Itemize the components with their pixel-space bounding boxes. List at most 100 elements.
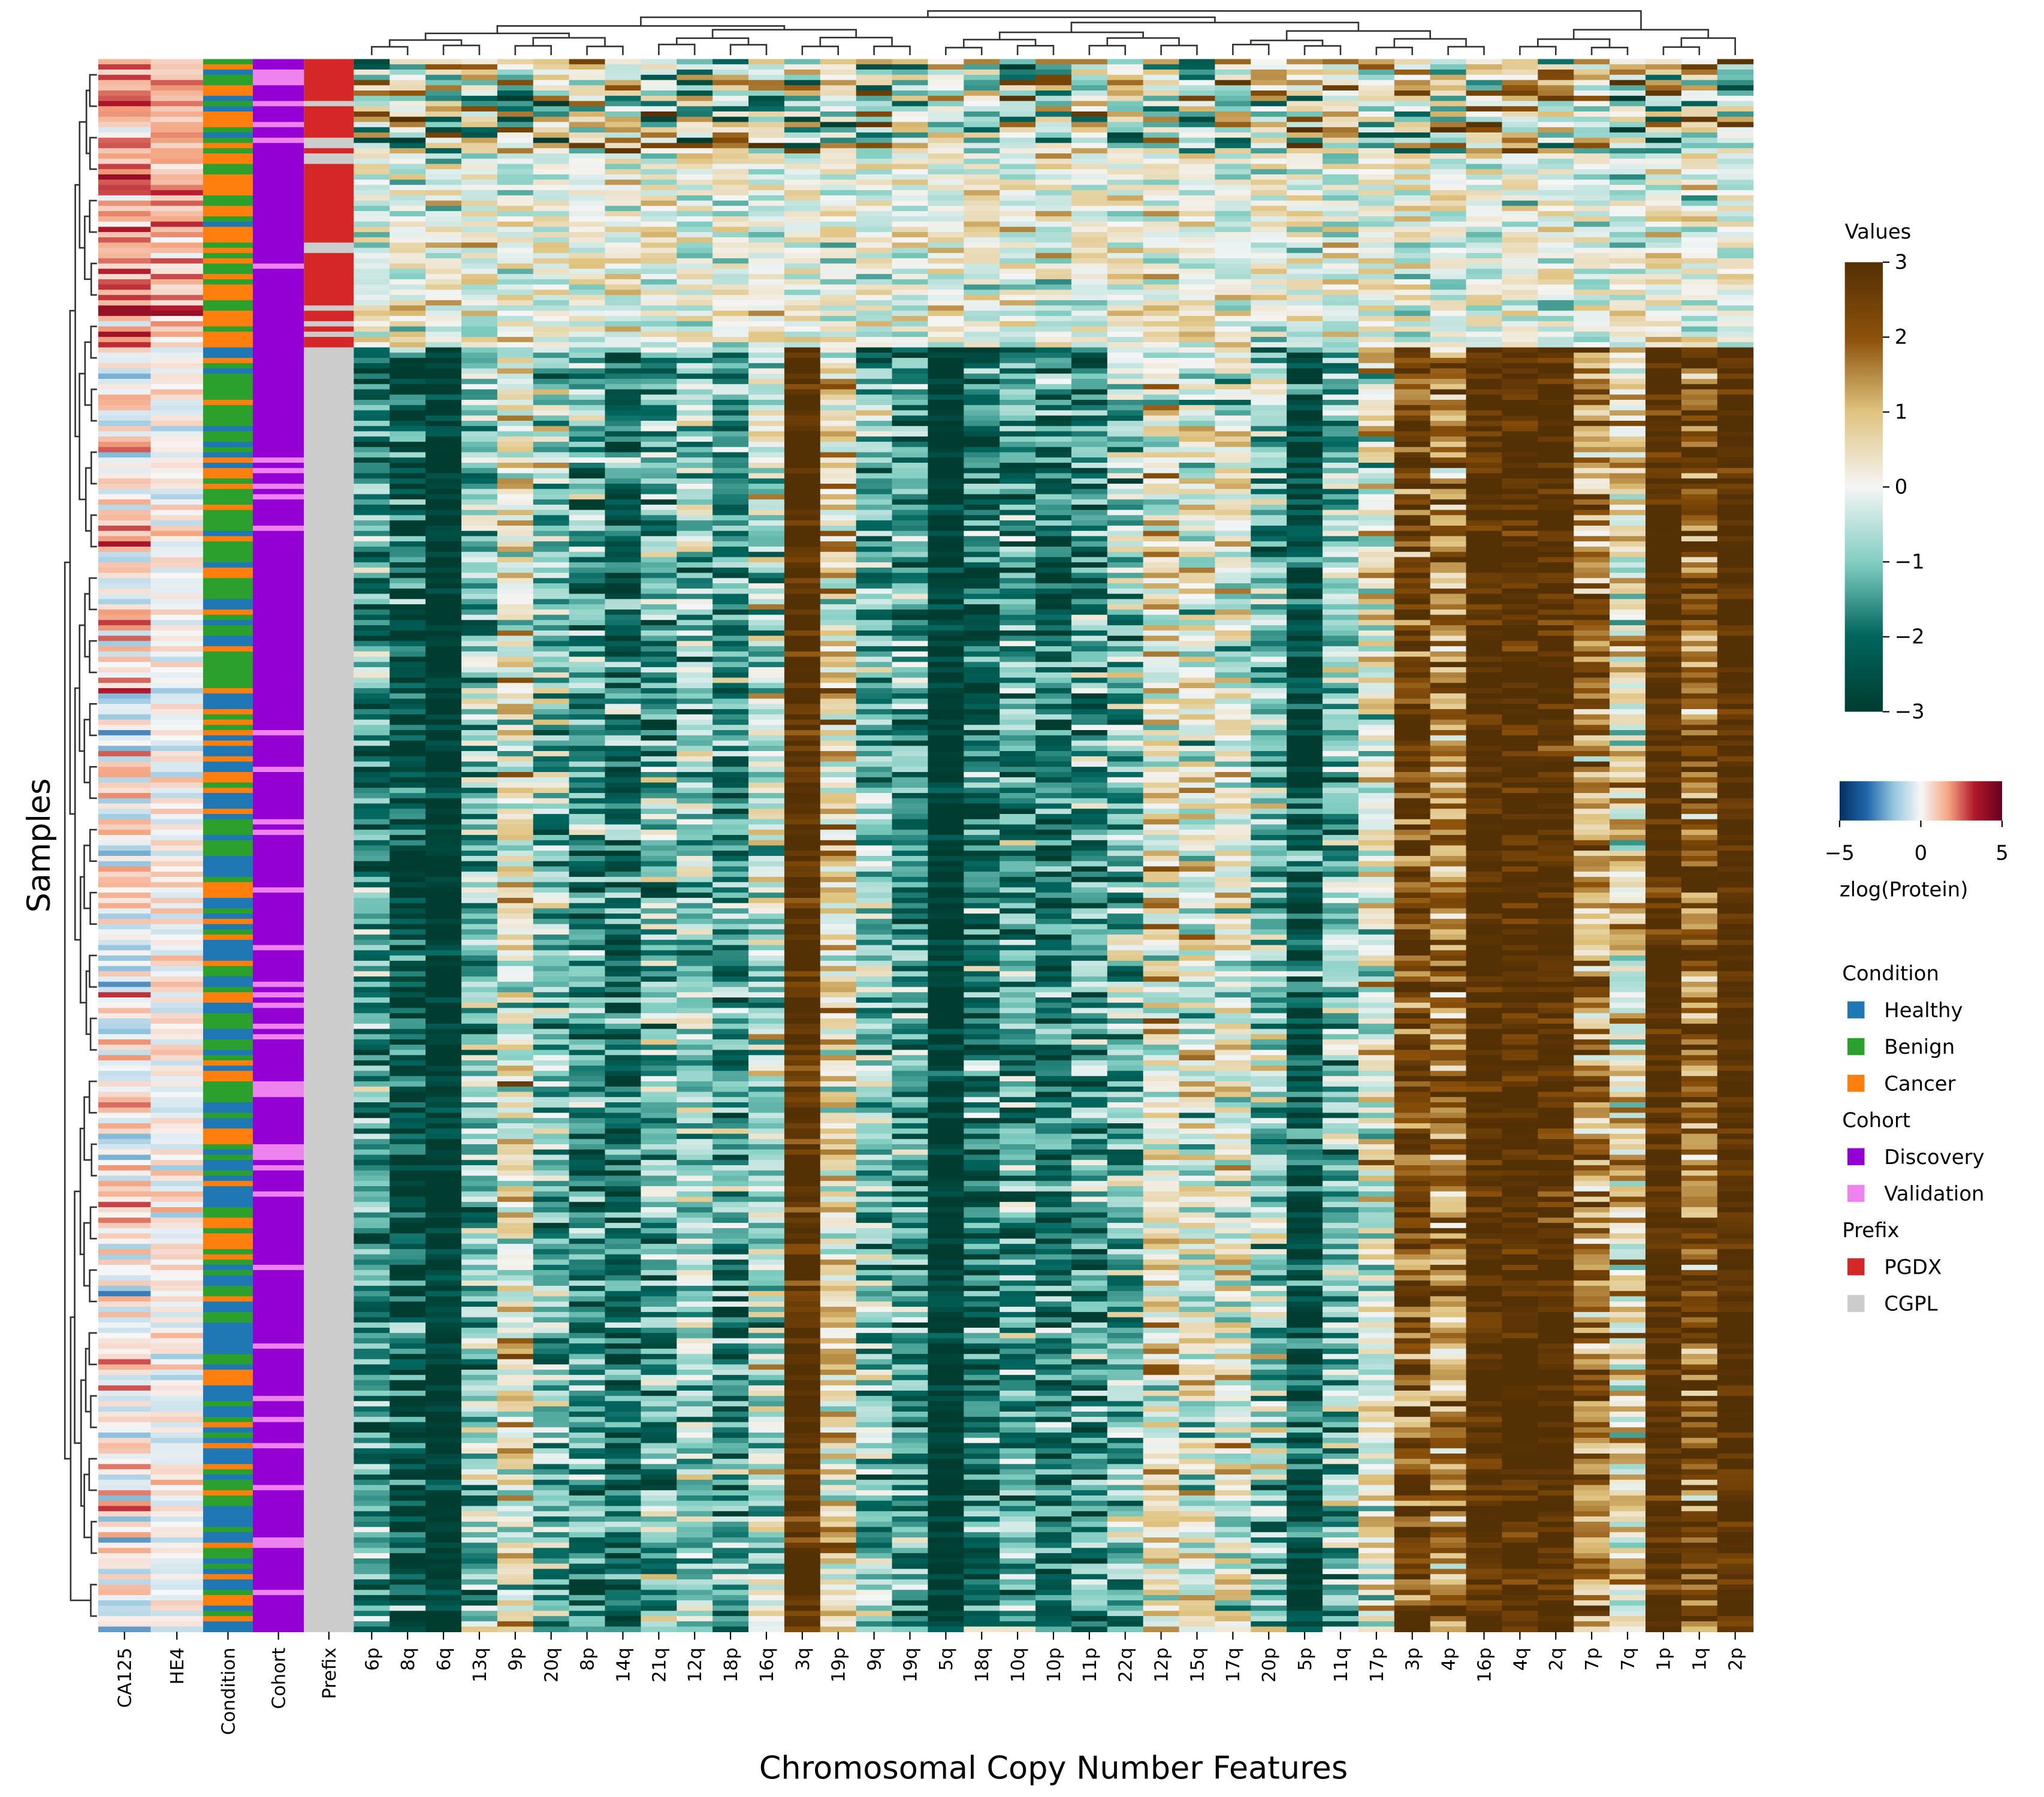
ca125-annotation-cell xyxy=(98,735,151,741)
heatmap-cell xyxy=(1287,373,1323,379)
heatmap-cell xyxy=(569,389,606,395)
heatmap-cell xyxy=(569,436,606,442)
ca125-annotation-cell xyxy=(98,1474,151,1481)
he4-annotation-cell xyxy=(150,677,203,683)
heatmap-cell xyxy=(1358,70,1395,76)
heatmap-cell xyxy=(1179,269,1216,275)
heatmap-cell xyxy=(677,59,713,65)
heatmap-cell xyxy=(569,426,606,432)
heatmap-cell xyxy=(677,441,713,448)
heatmap-cell xyxy=(390,274,426,280)
heatmap-cell xyxy=(605,290,642,296)
heatmap-cell xyxy=(1394,405,1431,411)
cohort-annotation-cell xyxy=(253,688,304,694)
heatmap-cell xyxy=(748,290,785,296)
heatmap-cell xyxy=(1645,59,1682,65)
cohort-annotation-cell xyxy=(253,153,304,159)
prefix-annotation-cell xyxy=(304,834,354,841)
heatmap-cell xyxy=(892,122,929,128)
cohort-annotation-cell xyxy=(253,74,304,81)
heatmap-cell xyxy=(641,263,677,270)
cohort-annotation-cell xyxy=(253,400,304,406)
heatmap-cell xyxy=(461,106,498,112)
heatmap-cell xyxy=(1179,211,1216,217)
heatmap-cell xyxy=(425,274,462,280)
cohort-annotation-cell xyxy=(253,1291,304,1297)
heatmap-cell xyxy=(1394,237,1431,243)
ca125-annotation-cell xyxy=(98,777,151,783)
condition-annotation-cell xyxy=(203,468,253,474)
heatmap-cell xyxy=(784,80,821,86)
heatmap-cell xyxy=(1681,342,1718,348)
heatmap-cell xyxy=(1071,478,1108,484)
heatmap-cell xyxy=(1000,211,1036,217)
heatmap-cell xyxy=(1394,263,1431,270)
he4-annotation-cell xyxy=(150,1291,203,1297)
heatmap-cell xyxy=(390,232,426,238)
condition-annotation-cell xyxy=(203,1590,253,1596)
heatmap-cell xyxy=(1466,415,1503,421)
heatmap-cell xyxy=(461,174,498,180)
condition-annotation-cell xyxy=(203,1275,253,1282)
ca125-annotation-cell xyxy=(98,1537,151,1543)
heatmap-cell xyxy=(1143,316,1180,322)
heatmap-cell xyxy=(892,211,929,217)
he4-annotation-cell xyxy=(150,698,203,704)
heatmap-cell xyxy=(928,305,964,311)
heatmap-cell xyxy=(1430,321,1467,327)
heatmap-cell xyxy=(1358,295,1395,301)
heatmap-cell xyxy=(784,489,821,495)
heatmap-cell xyxy=(1071,468,1108,474)
heatmap-cell xyxy=(892,227,929,233)
cohort-annotation-cell xyxy=(253,1223,304,1229)
heatmap-cell xyxy=(1179,90,1216,97)
heatmap-cell xyxy=(1179,153,1216,159)
heatmap-cell xyxy=(461,363,498,369)
ca125-annotation-cell xyxy=(98,179,151,186)
heatmap-cell xyxy=(1251,164,1287,170)
prefix-annotation-cell xyxy=(304,316,354,322)
heatmap-cell xyxy=(354,174,390,180)
heatmap-cell xyxy=(677,483,713,490)
heatmap-cell xyxy=(1466,321,1503,327)
heatmap-cell xyxy=(712,164,749,170)
condition-annotation-cell xyxy=(203,525,253,532)
heatmap-cell xyxy=(1323,489,1359,495)
heatmap-cell xyxy=(461,279,498,285)
heatmap-cell xyxy=(928,106,964,112)
heatmap-cell xyxy=(1681,106,1718,112)
condition-annotation-cell xyxy=(203,651,253,658)
he4-annotation-cell xyxy=(150,546,203,553)
condition-annotation-cell xyxy=(203,1296,253,1302)
heatmap-cell xyxy=(928,462,964,469)
heatmap-cell xyxy=(1430,394,1467,400)
heatmap-cell xyxy=(1071,106,1108,112)
heatmap-cell xyxy=(1358,394,1395,400)
heatmap-cell xyxy=(605,195,642,201)
prefix-annotation-cell xyxy=(304,127,354,133)
heatmap-cell xyxy=(1215,211,1251,217)
heatmap-cell xyxy=(928,279,964,285)
condition-annotation-cell xyxy=(203,300,253,306)
heatmap-cell xyxy=(533,290,570,296)
heatmap-cell xyxy=(354,483,390,490)
heatmap-cell xyxy=(1035,158,1072,165)
heatmap-cell xyxy=(569,90,606,97)
heatmap-cell xyxy=(820,185,857,191)
heatmap-cell xyxy=(1717,174,1754,180)
heatmap-cell xyxy=(1000,148,1036,154)
cohort-annotation-cell xyxy=(253,819,304,825)
condition-annotation-cell xyxy=(203,1259,253,1265)
heatmap-cell xyxy=(1717,452,1754,458)
heatmap-cell xyxy=(1645,263,1682,270)
prefix-annotation-cell xyxy=(304,845,354,851)
heatmap-cell xyxy=(1323,179,1359,186)
heatmap-cell xyxy=(784,462,821,469)
he4-annotation-cell xyxy=(150,1301,203,1307)
heatmap-cell xyxy=(1107,342,1144,348)
cohort-annotation-cell xyxy=(253,405,304,411)
heatmap-cell xyxy=(1502,206,1538,212)
heatmap-cell xyxy=(964,200,1000,207)
heatmap-cell xyxy=(1000,227,1036,233)
cohort-annotation-cell xyxy=(253,1296,304,1302)
